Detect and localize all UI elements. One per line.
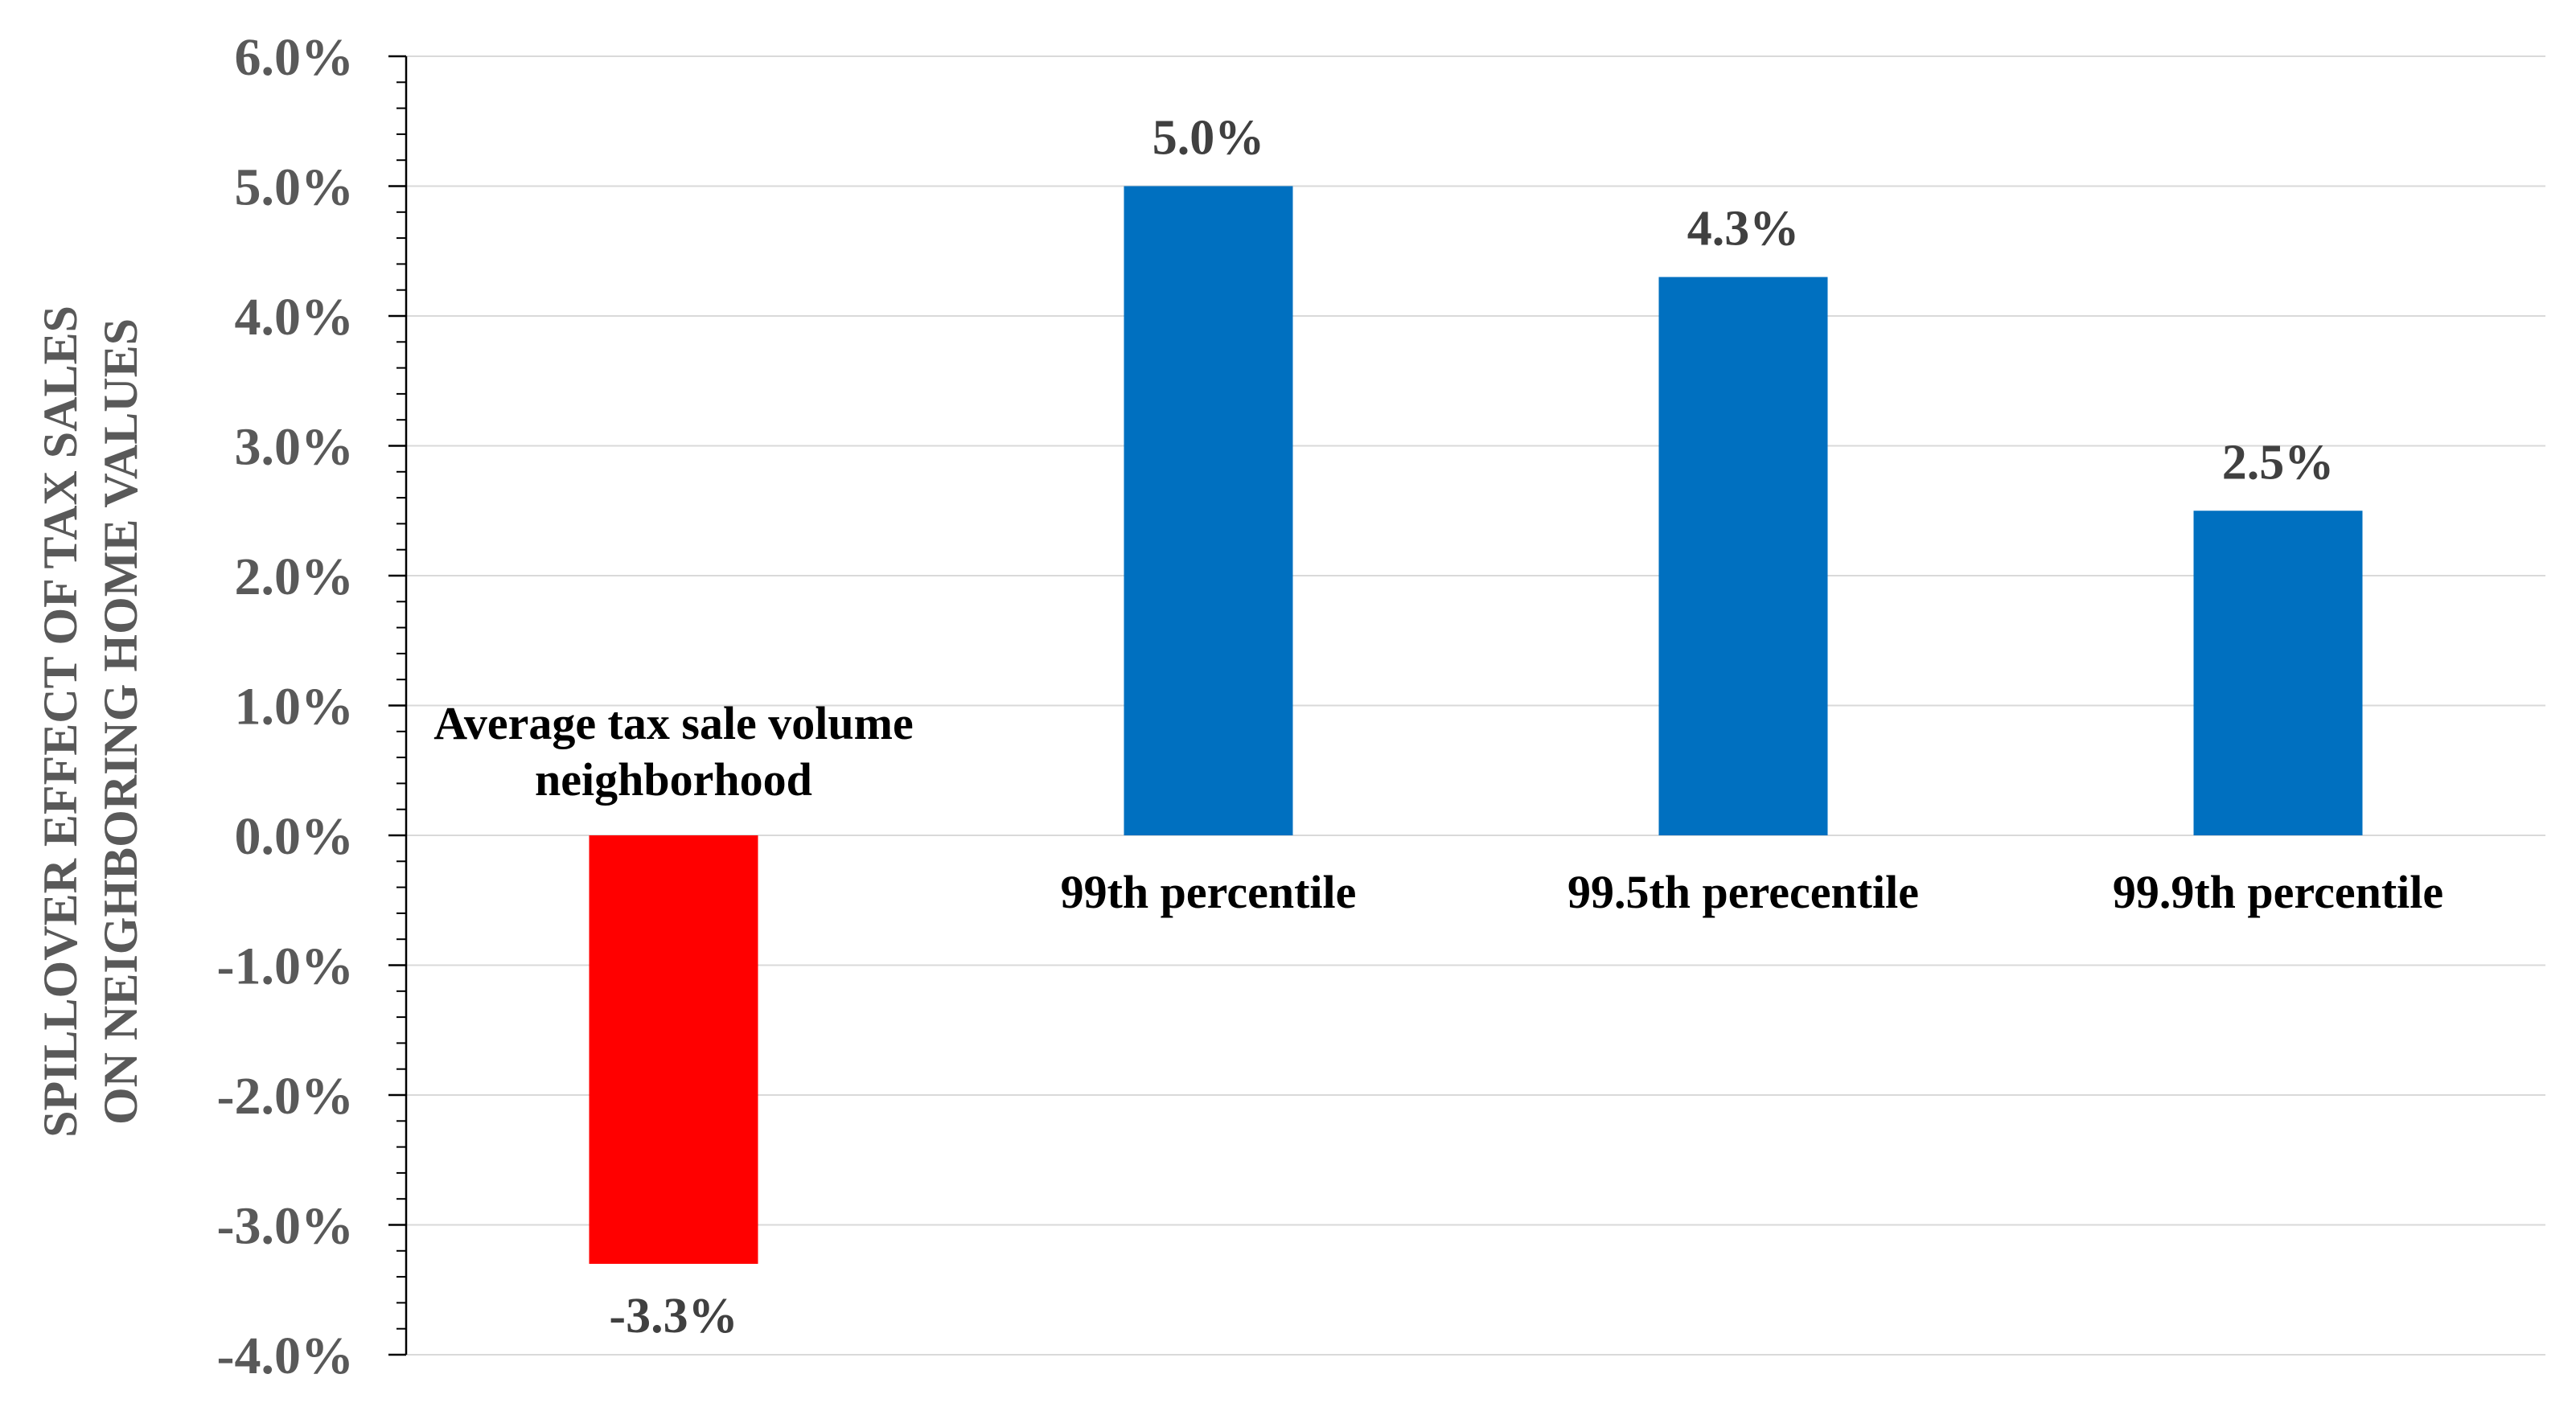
- y-tick-label: 5.0%: [235, 158, 355, 217]
- labels: 6.0% 5.0% 4.0% 3.0% 2.0% 1.0% 0.0% -1.0% -2.0% -3…: [34, 28, 2443, 1385]
- y-tick-label: 3.0%: [235, 418, 355, 477]
- category-label-line: Average tax sale volume: [433, 697, 913, 749]
- y-tick-label: 0.0%: [235, 807, 355, 866]
- y-axis-title: ON NEIGHBORING HOME VALUES: [94, 318, 147, 1125]
- category-label: 99.5th perecentile: [1567, 866, 1919, 918]
- data-label: -3.3%: [609, 1289, 737, 1343]
- bar: [589, 835, 758, 1264]
- y-tick-label: 2.0%: [235, 548, 355, 606]
- bar: [1658, 277, 1828, 835]
- category-label: 99th percentile: [1061, 866, 1357, 918]
- category-label-line: 99th percentile: [1061, 866, 1357, 918]
- category-label: Average tax sale volume neighborhood: [433, 697, 913, 806]
- bar: [2193, 511, 2363, 835]
- data-label: 4.3%: [1687, 202, 1800, 256]
- y-tick-label: -2.0%: [217, 1067, 354, 1126]
- y-axis-title: SPILLOVER EFFECT OF TAX SALES: [34, 306, 87, 1138]
- bars: [589, 186, 2363, 1264]
- y-tick-label: -3.0%: [217, 1197, 354, 1256]
- category-label-line: 99.5th perecentile: [1567, 866, 1919, 918]
- category-label-line: neighborhood: [535, 753, 812, 806]
- y-axis: [388, 55, 408, 1356]
- y-tick-label: -4.0%: [217, 1327, 354, 1385]
- y-tick-label: -1.0%: [217, 937, 354, 996]
- category-label: 99.9th percentile: [2113, 866, 2443, 918]
- data-label: 2.5%: [2222, 435, 2335, 490]
- y-tick-label: 1.0%: [235, 678, 355, 736]
- data-label: 5.0%: [1152, 111, 1265, 166]
- category-label-line: 99.9th percentile: [2113, 866, 2443, 918]
- bar: [1124, 186, 1293, 835]
- gridlines: [406, 55, 2545, 1356]
- y-tick-label: 6.0%: [235, 28, 355, 87]
- y-tick-label: 4.0%: [235, 288, 355, 347]
